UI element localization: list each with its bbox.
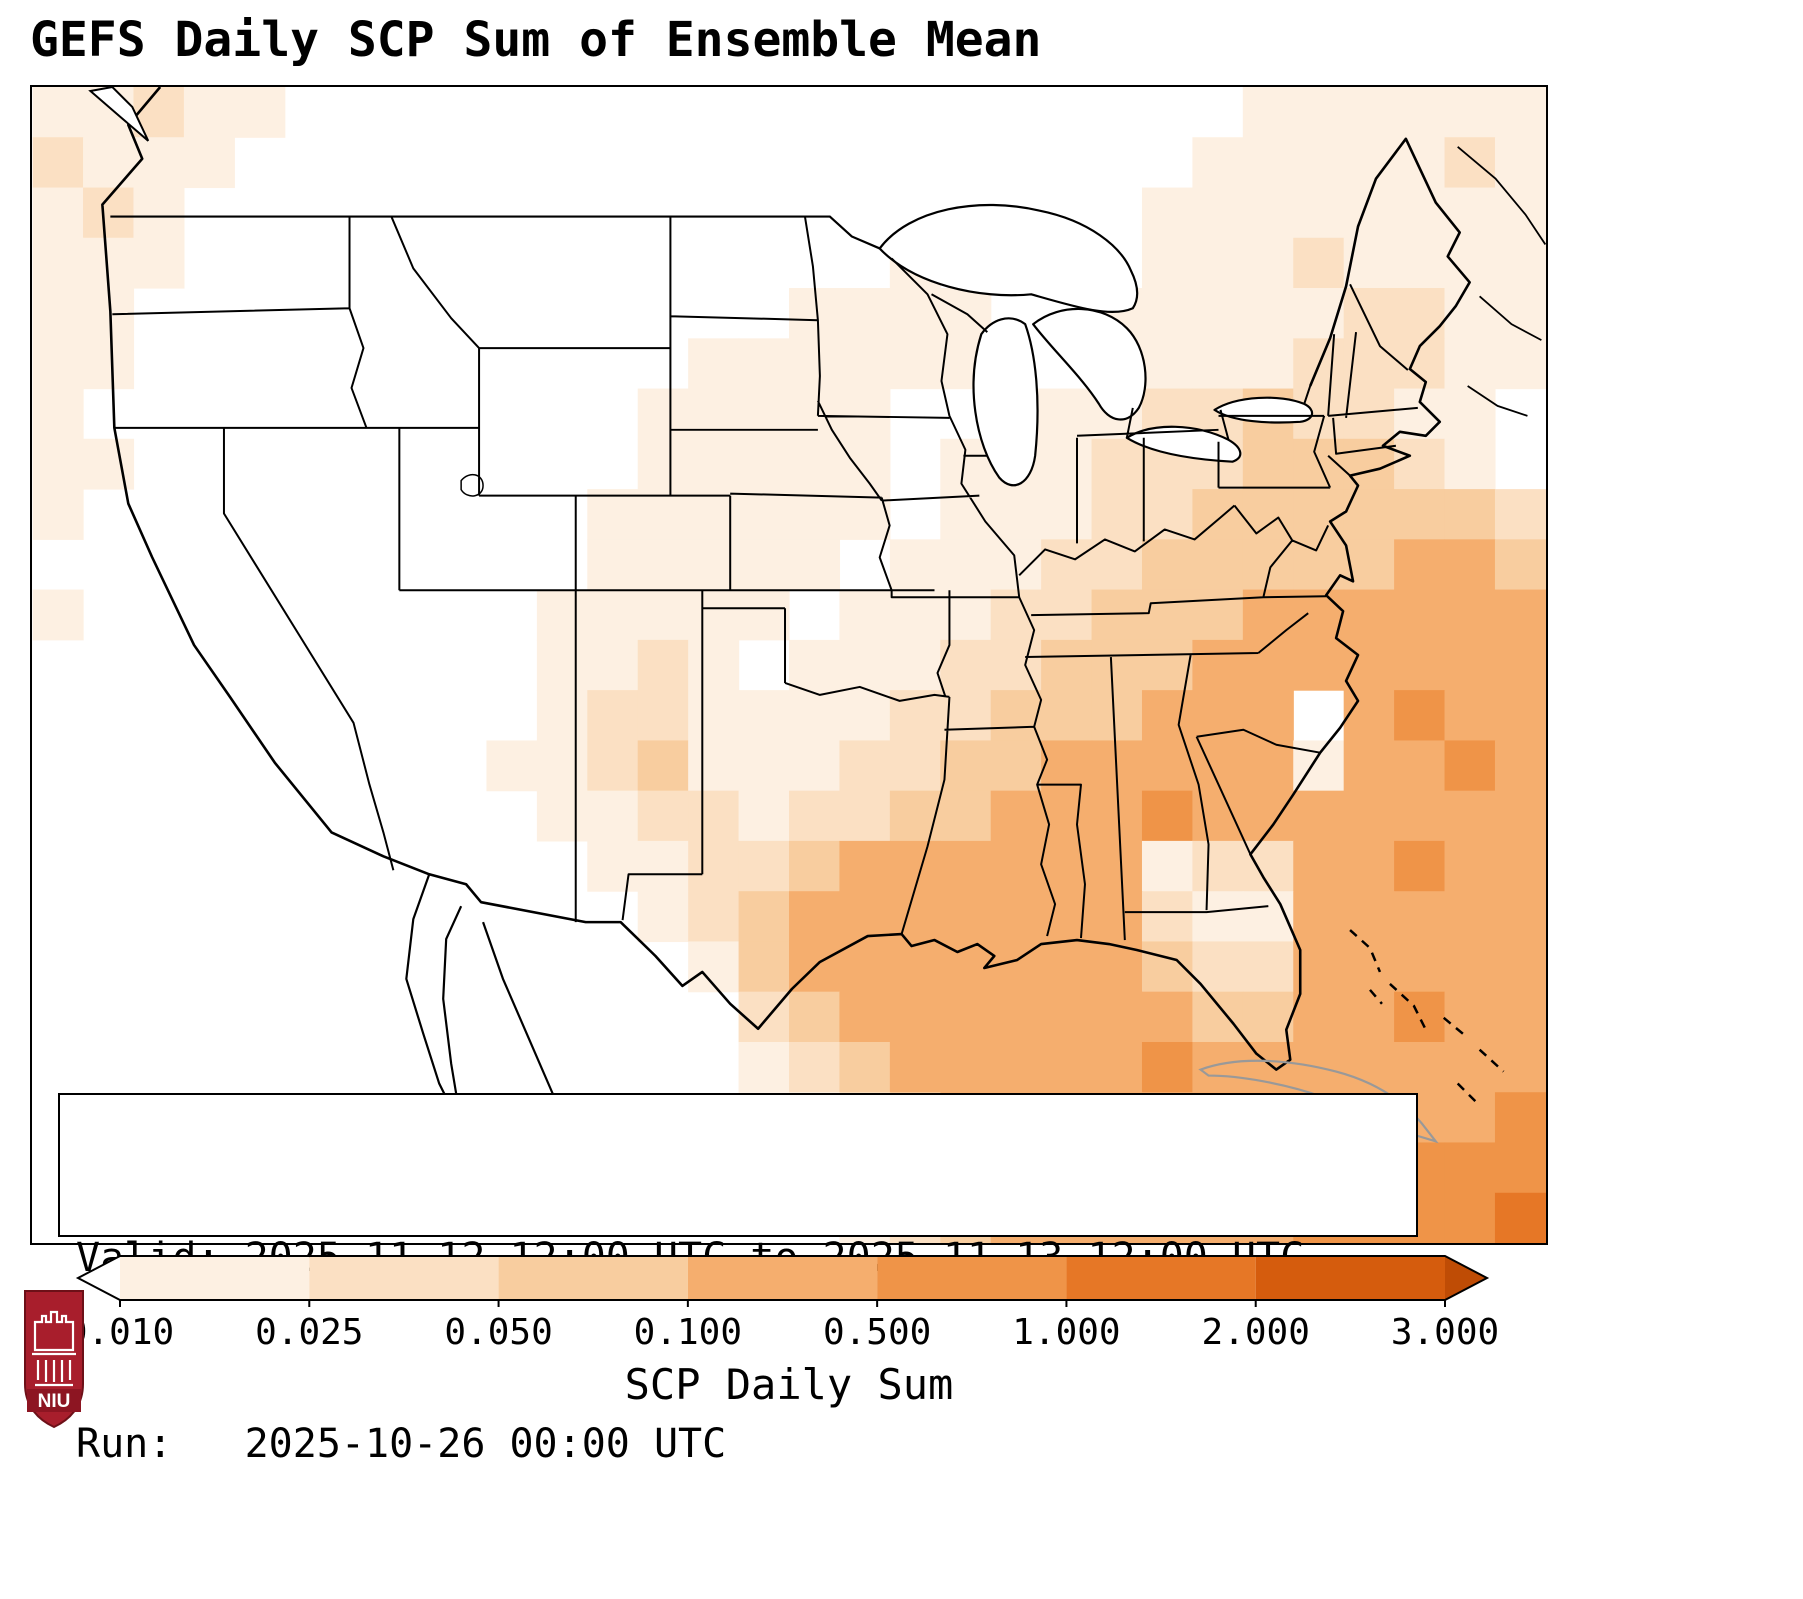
canada-border xyxy=(110,215,881,250)
colorbar-segment xyxy=(1066,1256,1256,1300)
colorbar: 0.010 0.025 0.050 0.100 0.500 1.000 2.000 3.000 xyxy=(66,1255,1499,1353)
heatmap-layer xyxy=(32,87,1546,1243)
niu-shield-icon: NIU xyxy=(24,1290,84,1429)
colorbar-over-arrow xyxy=(1445,1256,1487,1300)
lake-erie xyxy=(1125,425,1242,463)
cuba-outline xyxy=(1198,1059,1439,1144)
colorbar-tick-label: 2.000 xyxy=(1202,1312,1310,1353)
page-title: GEFS Daily SCP Sum of Ensemble Mean xyxy=(30,12,1042,68)
lake-huron xyxy=(1032,307,1147,421)
colorbar-tick-label: 1.000 xyxy=(1012,1312,1120,1353)
colorbar-segment xyxy=(309,1256,499,1300)
niu-logo: NIU xyxy=(22,1288,86,1430)
colorbar-under-arrow xyxy=(78,1256,120,1300)
colorbar-tick-label: 0.500 xyxy=(823,1312,931,1353)
lake-superior xyxy=(878,203,1139,314)
lake-michigan xyxy=(972,317,1039,487)
state-borders xyxy=(112,216,1418,941)
colorbar-label: SCP Daily Sum xyxy=(624,1360,954,1409)
colorbar-tick-label: 0.025 xyxy=(255,1312,363,1353)
great-salt-lake xyxy=(460,473,484,497)
colorbar-segment xyxy=(687,1256,878,1300)
run-line: Run: 2025-10-26 00:00 UTC xyxy=(76,1421,727,1467)
colorbar-tick-label: 3.000 xyxy=(1391,1312,1499,1353)
colorbar-segment xyxy=(1255,1256,1445,1300)
map-frame: Valid: 2025-11-12 12:00 UTC to 2025-11-1… xyxy=(30,85,1548,1467)
vancouver-island xyxy=(88,87,150,142)
colorbar-segment xyxy=(498,1256,688,1300)
niu-logo-text: NIU xyxy=(38,1391,71,1412)
bahamas-outline xyxy=(1349,929,1505,1107)
colorbar-tick-label: 0.100 xyxy=(634,1312,742,1353)
us-map-svg xyxy=(32,87,1546,1243)
colorbar-segment xyxy=(120,1256,310,1300)
colorbar-tick-label: 0.050 xyxy=(444,1312,552,1353)
coastline xyxy=(101,87,1471,1071)
valid-run-box: Valid: 2025-11-12 12:00 UTC to 2025-11-1… xyxy=(58,1093,1418,1467)
canada-maritime-coast xyxy=(1457,146,1546,417)
colorbar-segment xyxy=(877,1256,1067,1300)
